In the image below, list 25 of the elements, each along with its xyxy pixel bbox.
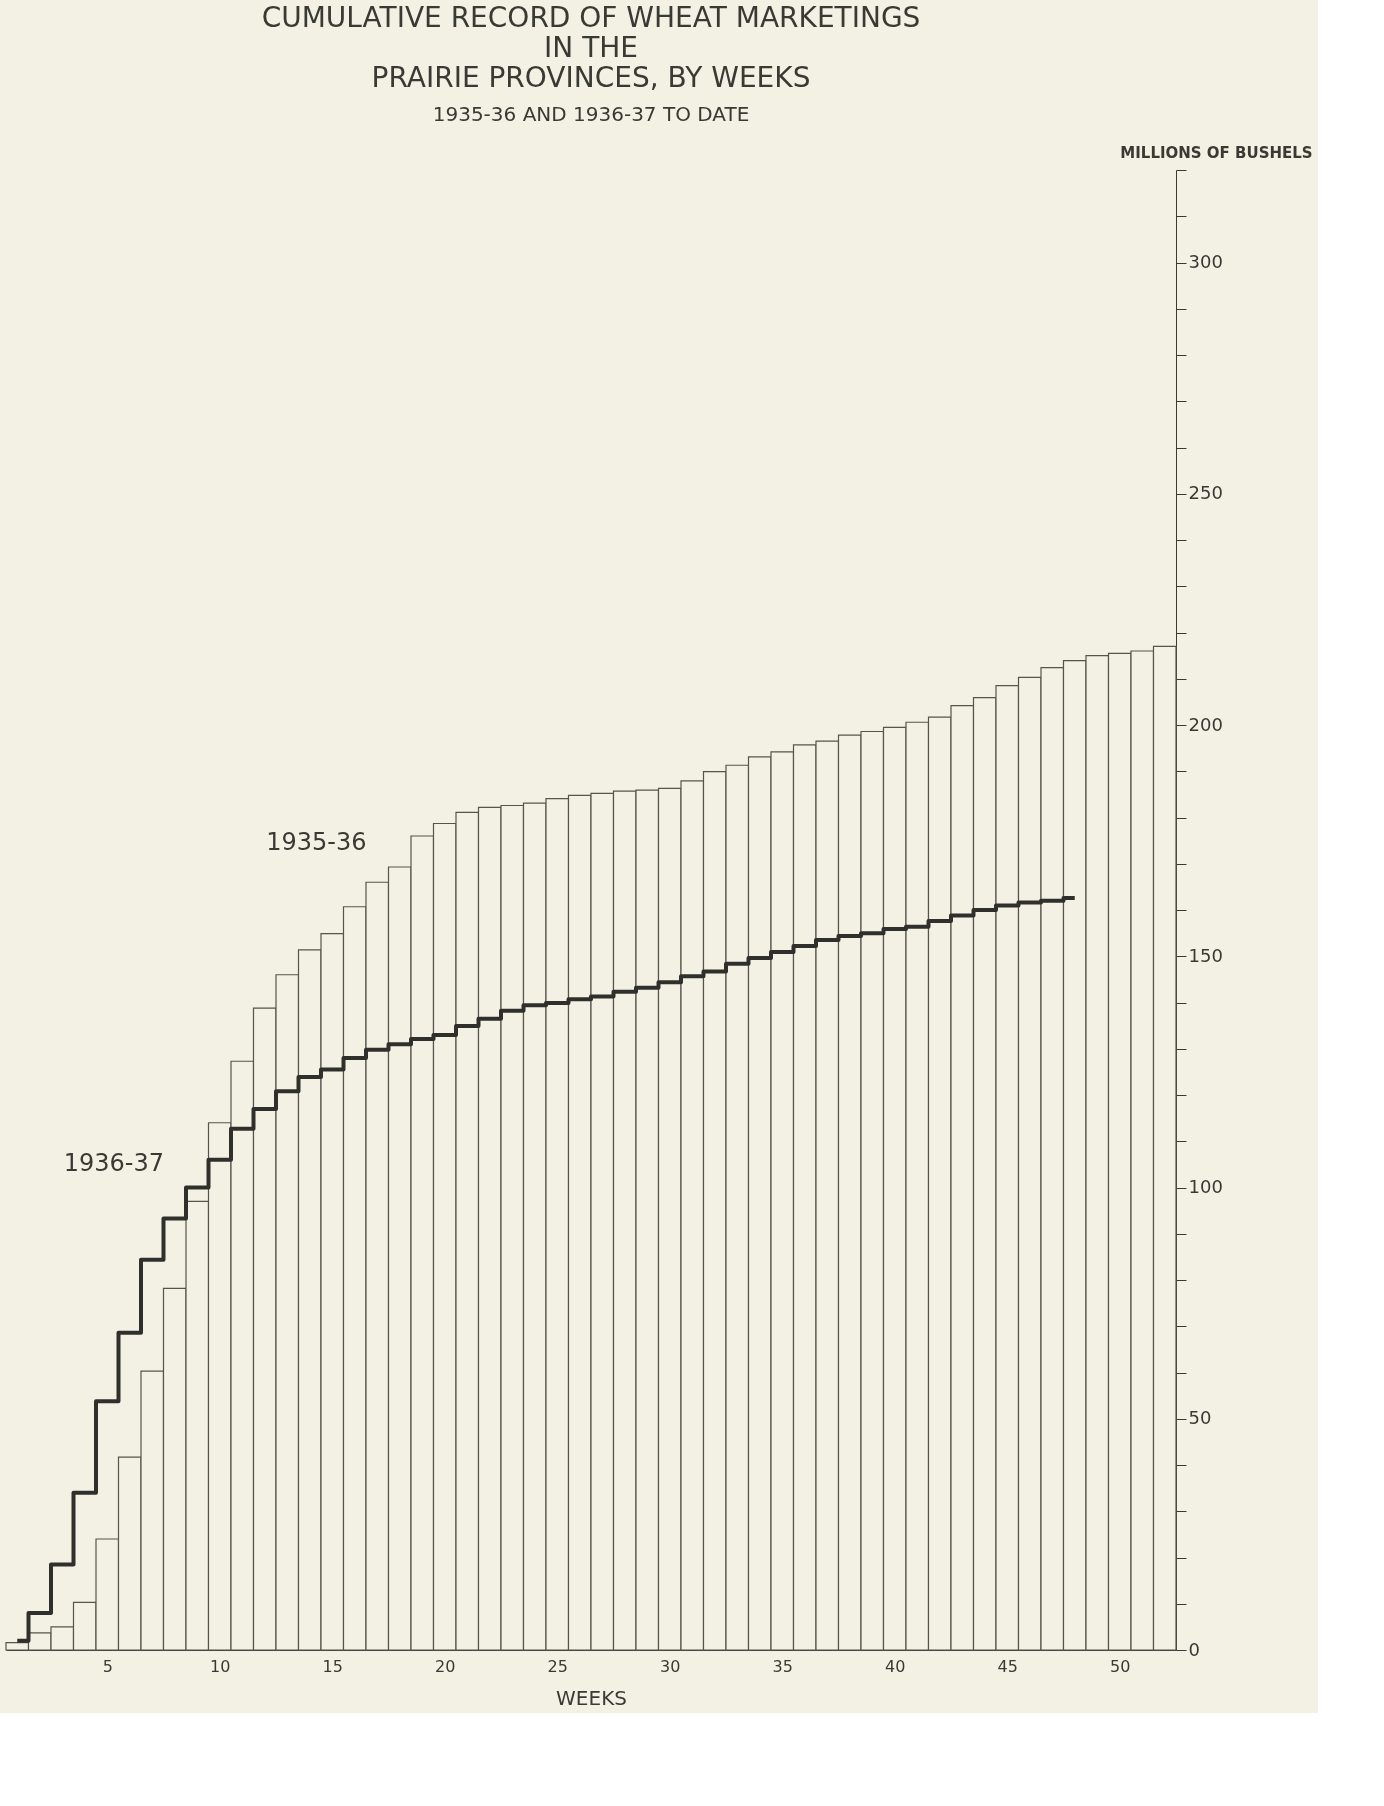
- chart-subtitle: 1935-36 AND 1936-37 TO DATE: [432, 102, 750, 126]
- y-axis-title: MILLIONS OF BUSHELS: [1120, 143, 1313, 162]
- text: IN THE: [544, 31, 638, 64]
- x-tick-label: 40: [885, 1656, 906, 1676]
- y-tick-label: 300: [1188, 251, 1223, 272]
- y-tick-label: 200: [1188, 713, 1223, 735]
- y-tick-label: 250: [1188, 482, 1223, 504]
- x-tick-label: 10: [210, 1656, 231, 1676]
- x-tick-label: 35: [772, 1656, 793, 1676]
- x-axis-title: WEEKS: [556, 1685, 627, 1710]
- x-tick-label: 30: [660, 1656, 681, 1676]
- x-tick-label: 45: [997, 1656, 1018, 1676]
- text: CUMULATIVE RECORD OF WHEAT MARKETINGS: [261, 1, 921, 34]
- y-tick-label: 100: [1188, 1176, 1223, 1197]
- series-label: 1935-36: [266, 827, 367, 856]
- text: PRAIRIE PROVINCES, BY WEEKS: [371, 61, 811, 94]
- x-tick-label: 50: [1110, 1656, 1131, 1676]
- x-tick-label: 25: [547, 1656, 568, 1676]
- series-label: 1936-37: [63, 1148, 164, 1177]
- y-tick-label: 50: [1188, 1407, 1212, 1429]
- y-tick-label: 0: [1188, 1638, 1200, 1660]
- y-tick-label: 150: [1188, 944, 1223, 966]
- x-tick-label: 20: [435, 1656, 456, 1676]
- x-tick-label: 15: [322, 1656, 343, 1676]
- x-tick-label: 5: [102, 1656, 113, 1676]
